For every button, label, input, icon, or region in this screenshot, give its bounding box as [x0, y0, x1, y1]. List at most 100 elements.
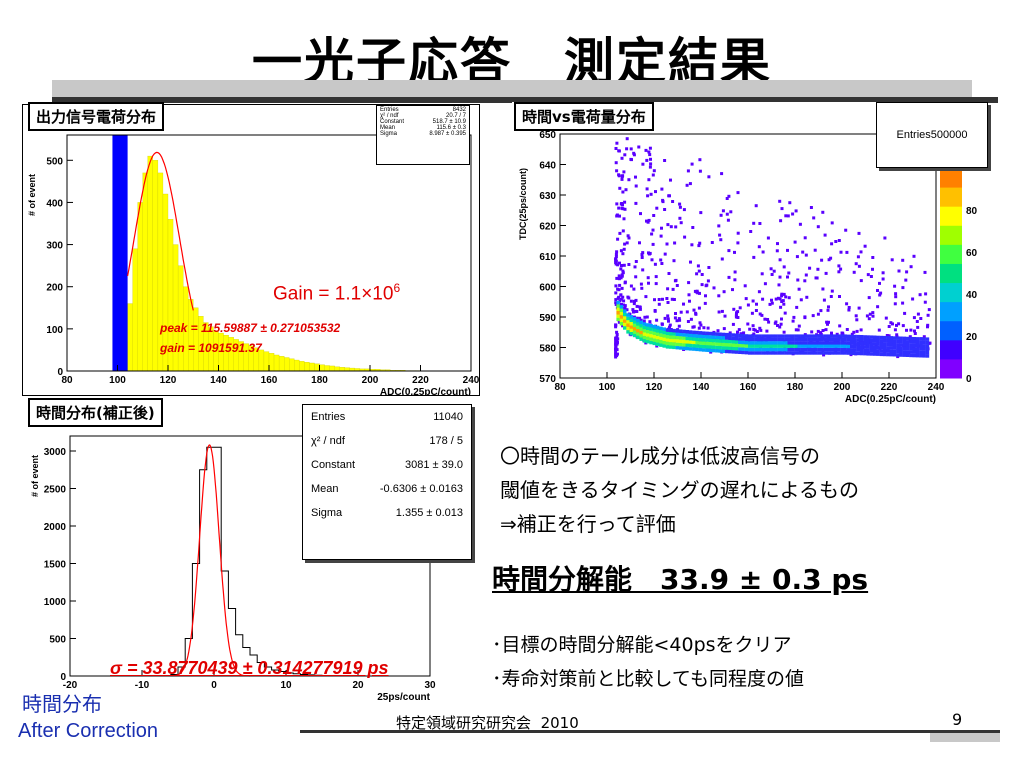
heatmap-cell	[892, 343, 897, 347]
heatmap-cell	[673, 279, 677, 283]
heatmap-cell	[850, 341, 854, 345]
heatmap-cell	[673, 316, 677, 320]
heatmap-cell	[615, 202, 619, 206]
heatmap-cell	[830, 221, 834, 225]
heatmap-cell	[685, 343, 689, 347]
heatmap-cell	[755, 330, 759, 333]
heatmap-cell	[885, 334, 889, 337]
heatmap-cell	[807, 344, 811, 348]
heatmap-cell	[873, 342, 877, 346]
heatmap-cell	[715, 345, 719, 350]
heatmap-cell	[887, 325, 891, 328]
heatmap-cell	[925, 344, 930, 348]
heatmap-cell	[856, 348, 861, 352]
heatmap-cell	[738, 347, 742, 351]
heatmap-cell	[859, 328, 863, 332]
heatmap-cell	[771, 347, 775, 352]
heatmap-cell	[734, 343, 739, 348]
heatmap-cell	[741, 350, 745, 355]
heatmap-cell	[623, 200, 627, 204]
heatmap-cell	[645, 187, 649, 191]
heatmap-cell	[790, 334, 795, 338]
heatmap-cell	[614, 301, 618, 305]
heatmap-cell	[738, 306, 742, 310]
heatmap-cell	[738, 333, 742, 338]
heatmap-cell	[729, 210, 733, 214]
heatmap-cell	[892, 349, 897, 354]
heatmap-cell	[715, 349, 719, 353]
heatmap-cell	[878, 281, 881, 285]
gain-label: Gain = 1.1×106	[273, 281, 400, 305]
time-vs-charge-plot: 80 100 120 140 160 180 200 220 24057058059060061…	[518, 130, 978, 405]
heatmap-cell	[652, 341, 657, 346]
y-tick-label: 0	[60, 672, 66, 683]
heatmap-cell	[639, 320, 643, 325]
color-scale-segment	[940, 282, 962, 303]
heatmap-cell	[780, 344, 785, 348]
heatmap-cell	[823, 341, 828, 345]
stat-value: 115.6 ± 0.3	[436, 125, 466, 131]
x-tick-label: -20	[63, 680, 78, 691]
heatmap-cell	[925, 350, 930, 355]
heatmap-cell	[852, 270, 856, 274]
heatmap-cell	[617, 320, 621, 324]
heatmap-cell	[899, 339, 903, 344]
heatmap-cell	[895, 323, 898, 327]
heatmap-cell	[925, 340, 930, 345]
heatmap-cell	[687, 293, 691, 297]
heatmap-cell	[738, 340, 742, 344]
heatmap-cell	[922, 340, 926, 345]
heatmap-cell	[859, 335, 864, 339]
heatmap-cell	[812, 216, 816, 220]
heatmap-cell	[830, 347, 834, 352]
x-tick-label: 140	[693, 382, 710, 393]
heatmap-cell	[634, 260, 638, 263]
heatmap-cell	[665, 242, 669, 246]
heatmap-cell	[648, 251, 652, 255]
heatmap-cell	[623, 242, 627, 246]
heatmap-cell	[627, 178, 631, 182]
heatmap-cell	[794, 341, 798, 345]
heatmap-cell	[757, 344, 762, 348]
heatmap-cell	[760, 313, 764, 317]
heatmap-cell	[731, 343, 736, 347]
heatmap-cell	[617, 206, 621, 210]
heatmap-cell	[678, 329, 683, 333]
heatmap-cell	[685, 183, 689, 187]
heatmap-cell	[659, 333, 663, 337]
heatmap-cell	[810, 341, 814, 345]
entries-box: Entries 500000	[876, 102, 988, 168]
heatmap-cell	[882, 339, 887, 343]
heatmap-cell	[643, 315, 647, 319]
color-scale-segment	[940, 358, 962, 379]
heatmap-cell	[863, 335, 867, 339]
heatmap-cell	[668, 323, 672, 327]
heatmap-cell	[666, 287, 670, 291]
heatmap-cell	[632, 323, 637, 328]
heatmap-cell	[817, 351, 821, 355]
heatmap-cell	[780, 334, 785, 338]
heatmap-cell	[618, 261, 621, 265]
heatmap-cell	[617, 149, 621, 153]
heatmap-cell	[631, 310, 635, 314]
heatmap-cell	[622, 299, 626, 303]
heatmap-cell	[621, 207, 625, 211]
heatmap-cell	[698, 158, 702, 162]
heatmap-cell	[777, 344, 782, 348]
heatmap-cell	[776, 296, 780, 300]
heatmap-cell	[771, 341, 775, 345]
heatmap-cell	[780, 300, 784, 303]
heatmap-cell	[708, 338, 712, 342]
heatmap-cell	[698, 331, 703, 335]
heatmap-cell	[892, 336, 897, 340]
heatmap-cell	[689, 260, 692, 264]
heatmap-cell	[816, 267, 820, 271]
heatmap-cell	[774, 351, 778, 355]
heatmap-cell	[820, 347, 824, 352]
heatmap-cell	[781, 299, 785, 303]
heatmap-cell	[784, 347, 788, 352]
heatmap-cell	[845, 250, 849, 254]
heatmap-cell	[845, 302, 849, 306]
time-panel-label: 時間分布(補正後)	[28, 398, 163, 427]
heatmap-cell	[778, 258, 782, 262]
